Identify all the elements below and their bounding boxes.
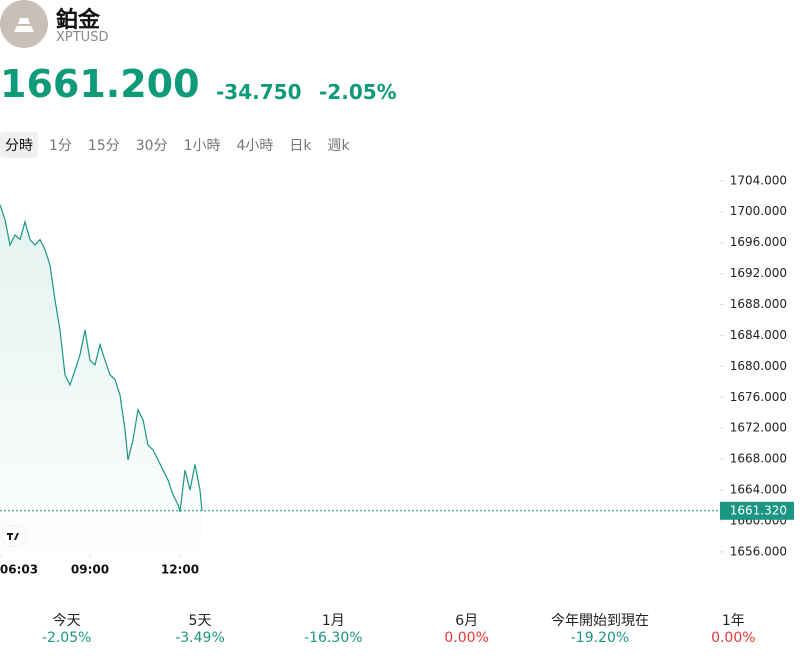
- perf-cell[interactable]: 1年 0.00%: [667, 610, 800, 646]
- area: [0, 204, 202, 555]
- perf-period: 1月: [321, 613, 345, 629]
- name: 鉑金: [56, 8, 101, 33]
- perf-value: -3.49%: [175, 630, 225, 646]
- perf-cell[interactable]: 6月 0.00%: [400, 610, 533, 646]
- y-tick-label: 1704.000: [730, 173, 787, 187]
- y-tick-label: 1672.000: [730, 421, 787, 435]
- time-tab[interactable]: 週k: [327, 138, 350, 154]
- x-tick-label: 09:00: [71, 563, 109, 577]
- x-tick-label: 06:03: [0, 563, 38, 577]
- perf-value: -19.20%: [570, 630, 630, 646]
- y-tick-label: 1656.000: [730, 544, 787, 558]
- perf-value: 0.00%: [711, 630, 756, 646]
- performance: 今天 -2.05% 5天 -3.49% 1月 -16.30% 6月 0.00% 今年開始到現在 -…: [0, 610, 800, 646]
- y-tick-label: 1696.000: [730, 235, 787, 249]
- perf-period: 5天: [188, 613, 212, 629]
- perf-value: -16.30%: [304, 630, 363, 646]
- time-tab[interactable]: 4小時: [236, 138, 274, 154]
- change: -34.750: [216, 80, 302, 104]
- perf-cell[interactable]: 今天 -2.05%: [0, 610, 133, 646]
- time-tab[interactable]: 1小時: [183, 138, 221, 154]
- perf-period: 6月: [455, 613, 479, 629]
- time-tab[interactable]: 15分: [87, 138, 120, 154]
- price: 1661.200: [0, 62, 200, 106]
- perf-cell[interactable]: 1月 -16.30%: [267, 610, 400, 646]
- perf-period: 今天: [52, 613, 81, 629]
- y-tick-label: 1688.000: [730, 297, 787, 311]
- y-tick-label: 1700.000: [730, 204, 787, 218]
- last-price-label: 1661.320: [730, 503, 787, 517]
- last-price-tag: [720, 501, 794, 520]
- time-tab[interactable]: 30分: [135, 138, 168, 154]
- perf-period: 今年開始到現在: [550, 613, 649, 629]
- time-tab[interactable]: 分時: [0, 132, 38, 158]
- perf-period: 1年: [721, 613, 745, 629]
- y-tick-label: 1692.000: [730, 266, 787, 280]
- y-tick-label: 1684.000: [730, 328, 787, 342]
- symbol: XPTUSD: [56, 30, 109, 45]
- perf-value: 0.00%: [444, 630, 489, 646]
- x-tick-label: 12:00: [161, 563, 199, 577]
- y-tick-label: 1676.000: [730, 390, 787, 404]
- perf-value: -2.05%: [41, 630, 92, 646]
- time-tab[interactable]: 日k: [289, 138, 312, 154]
- y-tick-label: 1680.000: [730, 359, 787, 373]
- perf-cell[interactable]: 5天 -3.49%: [133, 610, 266, 646]
- line: [0, 204, 203, 512]
- time-tab[interactable]: 1分: [49, 138, 72, 154]
- logo-mark: [7, 533, 19, 540]
- tabs: 分時 1分 15分 30分 1小時 4小時 日k 週k: [0, 132, 355, 158]
- y-tick-label: 1668.000: [730, 452, 787, 466]
- y-tick-label: 1664.000: [730, 483, 787, 497]
- icon-bars: [14, 18, 34, 32]
- perf-cell[interactable]: 今年開始到現在 -19.20%: [533, 610, 666, 646]
- change-pct: -2.05%: [319, 80, 397, 104]
- chart: 1704.000 1700.000 1696.000 1692.000 1688.000…: [0, 0, 794, 577]
- logo: [1, 525, 27, 547]
